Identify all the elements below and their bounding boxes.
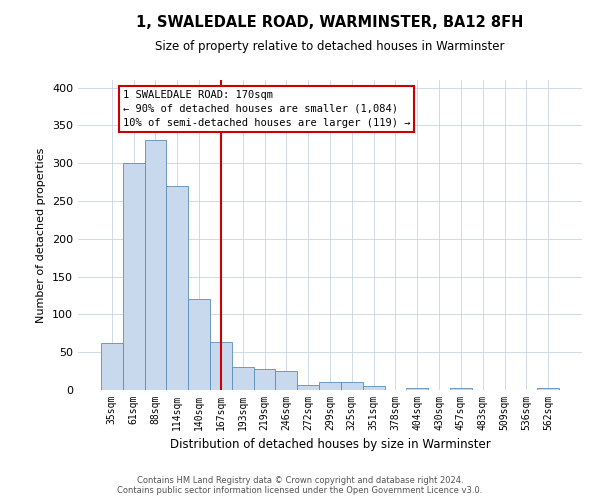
Bar — [123, 163, 145, 390]
Bar — [363, 386, 385, 390]
Bar — [166, 186, 188, 390]
Bar — [297, 384, 319, 390]
Text: 1, SWALEDALE ROAD, WARMINSTER, BA12 8FH: 1, SWALEDALE ROAD, WARMINSTER, BA12 8FH — [136, 15, 524, 30]
X-axis label: Distribution of detached houses by size in Warminster: Distribution of detached houses by size … — [170, 438, 490, 452]
Text: Size of property relative to detached houses in Warminster: Size of property relative to detached ho… — [155, 40, 505, 53]
Bar — [275, 371, 297, 390]
Bar — [319, 382, 341, 390]
Bar — [101, 343, 123, 390]
Bar — [450, 388, 472, 390]
Bar — [341, 382, 363, 390]
Bar — [188, 300, 210, 390]
Bar — [537, 388, 559, 390]
Text: Contains HM Land Registry data © Crown copyright and database right 2024.
Contai: Contains HM Land Registry data © Crown c… — [118, 476, 482, 495]
Bar — [145, 140, 166, 390]
Bar — [210, 342, 232, 390]
Y-axis label: Number of detached properties: Number of detached properties — [37, 148, 46, 322]
Text: 1 SWALEDALE ROAD: 170sqm
← 90% of detached houses are smaller (1,084)
10% of sem: 1 SWALEDALE ROAD: 170sqm ← 90% of detach… — [123, 90, 410, 128]
Bar — [254, 369, 275, 390]
Bar — [406, 388, 428, 390]
Bar — [232, 368, 254, 390]
